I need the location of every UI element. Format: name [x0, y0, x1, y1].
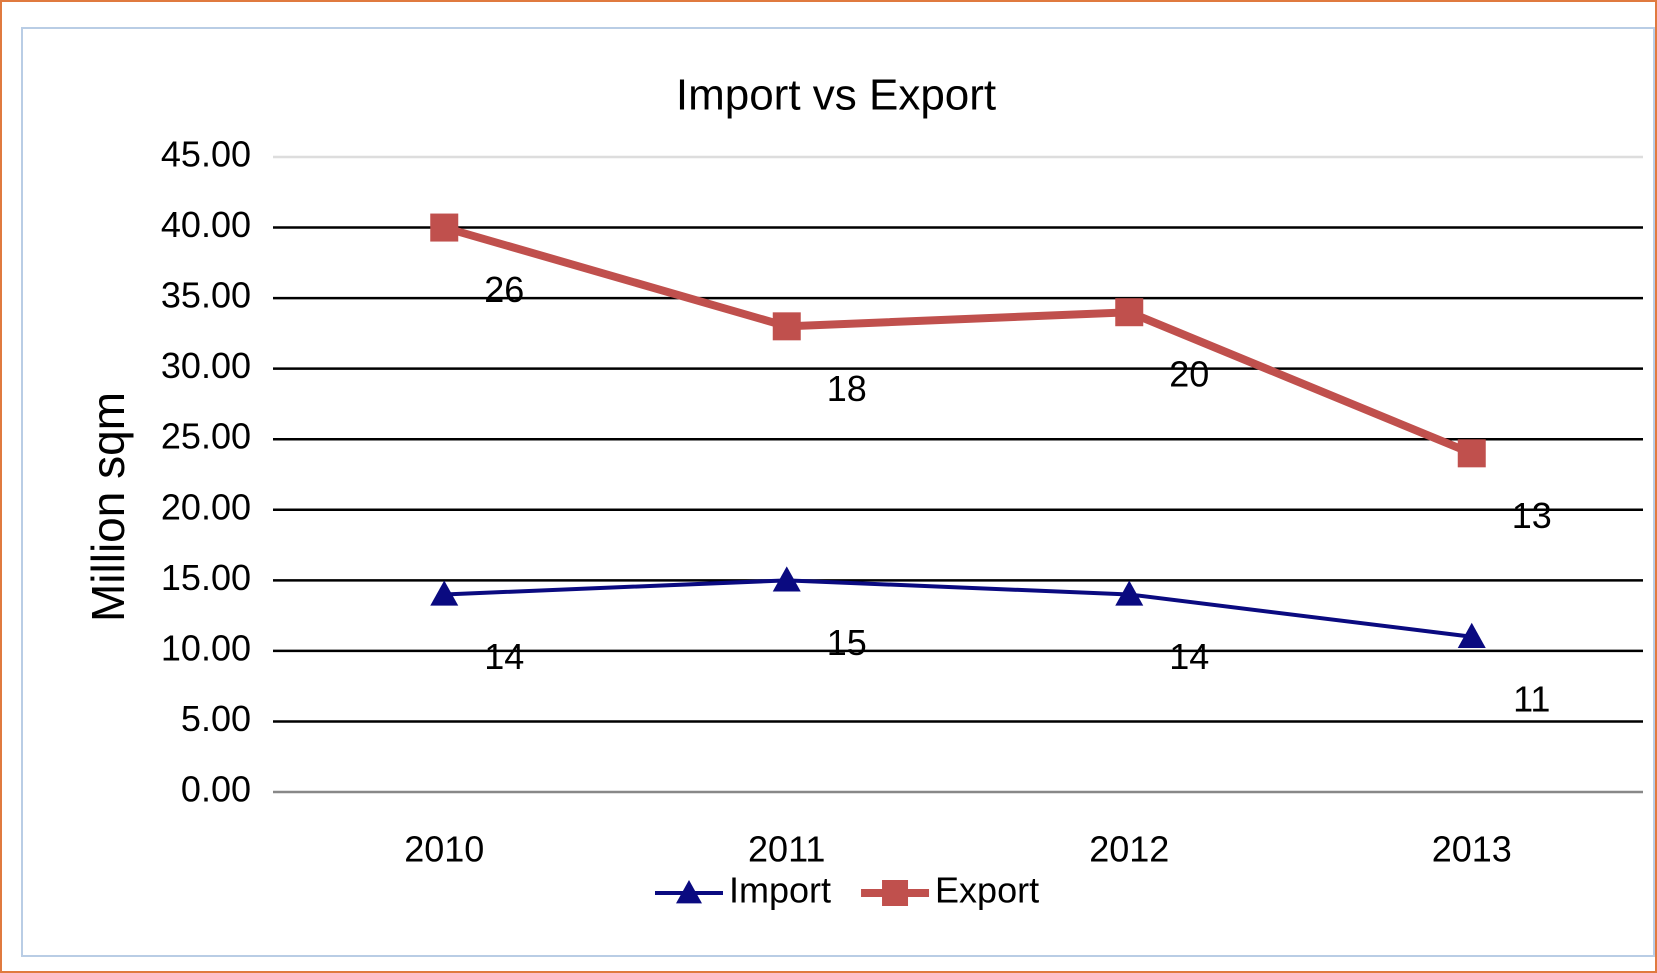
- legend-label: Export: [935, 870, 1039, 911]
- y-tick-label: 10.00: [161, 627, 251, 668]
- y-axis-label: Million sqm: [82, 392, 134, 622]
- legend-label: Import: [729, 870, 831, 911]
- x-tick-label: 2013: [1432, 829, 1512, 870]
- data-point: [1115, 298, 1144, 327]
- y-tick-label: 45.00: [161, 134, 251, 175]
- x-tick-label: 2011: [748, 829, 825, 870]
- y-tick-label: 20.00: [161, 486, 251, 527]
- data-point: [772, 566, 801, 592]
- data-point: [430, 580, 459, 606]
- y-tick-label: 35.00: [161, 275, 251, 316]
- legend-marker: [882, 880, 909, 906]
- x-tick-label: 2012: [1089, 829, 1169, 870]
- data-point: [1457, 622, 1486, 648]
- data-label: 13: [1512, 495, 1552, 536]
- chart-border: [21, 27, 1655, 957]
- data-point: [430, 213, 459, 242]
- data-label: 18: [827, 368, 867, 409]
- y-tick-label: 0.00: [181, 769, 251, 810]
- data-label: 14: [484, 636, 524, 677]
- series-line: [444, 578, 1472, 639]
- data-point: [1115, 580, 1144, 606]
- data-label: 15: [827, 622, 867, 663]
- series-line: [443, 223, 1474, 458]
- y-tick-label: 25.00: [161, 416, 251, 457]
- x-tick-label: 2010: [404, 829, 484, 870]
- legend-marker: [676, 880, 702, 904]
- data-point: [1457, 439, 1486, 468]
- chart-title: Import vs Export: [676, 71, 996, 120]
- y-tick-label: 15.00: [161, 557, 251, 598]
- data-point: [772, 312, 801, 341]
- y-tick-label: 5.00: [181, 698, 251, 739]
- y-tick-label: 40.00: [161, 204, 251, 245]
- data-label: 26: [484, 269, 524, 310]
- data-label: 14: [1169, 636, 1209, 677]
- y-tick-label: 30.00: [161, 345, 251, 386]
- data-label: 20: [1169, 354, 1209, 395]
- data-label: 11: [1513, 678, 1550, 719]
